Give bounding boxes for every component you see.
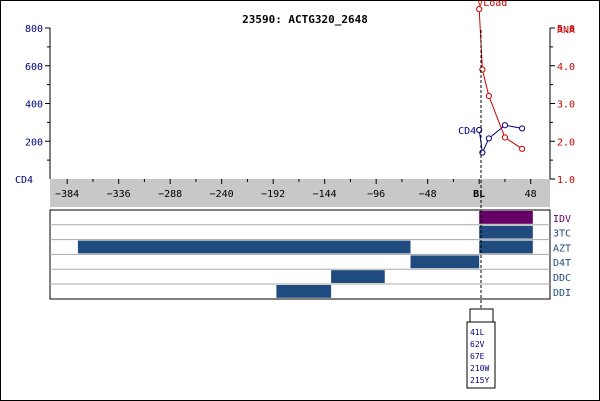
x-tick-label: −384 bbox=[55, 189, 79, 200]
series-label-cd4: CD4 bbox=[458, 126, 476, 137]
mutation-header-box bbox=[469, 308, 494, 323]
plot-area: 200 400 600 800 1.0 2.0 3.0 4.0 5.0 CD4 RNA CD4… bbox=[15, 0, 575, 186]
drug-bar-azt bbox=[77, 240, 411, 254]
mutation-item: 67E bbox=[470, 352, 485, 361]
series-point-cd4 bbox=[476, 126, 483, 134]
x-tick-label: −48 bbox=[419, 189, 437, 200]
right-tick-label: 1.0 bbox=[557, 175, 575, 186]
x-tick-label: −96 bbox=[367, 189, 385, 200]
drug-bar-d4t bbox=[410, 255, 480, 269]
drug-table: IDV 3TC AZT D4T DDC DDI bbox=[49, 209, 571, 300]
series-point-cd4 bbox=[519, 125, 526, 132]
drug-label-d4t: D4T bbox=[553, 258, 571, 269]
left-axis-label: CD4 bbox=[15, 175, 33, 186]
x-tick-label: 48 bbox=[525, 189, 537, 200]
series-point-cd4 bbox=[501, 122, 509, 129]
drug-bar-3tc bbox=[479, 225, 533, 239]
drug-label-idv: IDV bbox=[553, 214, 571, 225]
series-point-vload bbox=[519, 145, 526, 152]
drug-label-ddi: DDI bbox=[553, 288, 571, 299]
x-tick-label: −288 bbox=[158, 189, 182, 200]
left-y-ticks: 200 400 600 800 bbox=[25, 24, 50, 161]
drug-bar-ddc bbox=[331, 270, 385, 283]
drug-bar-ddi bbox=[276, 285, 332, 298]
x-axis-ticks: −384 −336 −288 −240 −192 −144 −96 −48 BL 48 bbox=[55, 179, 537, 200]
right-tick-label: 3.0 bbox=[557, 100, 575, 111]
series-point-vload bbox=[476, 6, 483, 13]
x-tick-label: −336 bbox=[107, 189, 131, 200]
right-tick-label: 4.0 bbox=[557, 62, 575, 73]
series-point-vload bbox=[485, 92, 492, 100]
x-tick-label: BL bbox=[473, 189, 485, 200]
series-layer: CD4 VLoad bbox=[458, 0, 526, 156]
drug-label-3tc: 3TC bbox=[553, 229, 571, 240]
mutation-item: 41L bbox=[470, 328, 485, 337]
right-axis-label: RNA bbox=[557, 25, 575, 36]
mutation-panel: 41L 62V 67E 210W 215Y bbox=[466, 308, 496, 389]
x-tick-label: −240 bbox=[210, 189, 234, 200]
drug-rows: IDV 3TC AZT D4T DDC DDI bbox=[50, 211, 571, 299]
right-y-ticks: 1.0 2.0 3.0 4.0 5.0 bbox=[550, 24, 575, 186]
left-tick-label: 200 bbox=[25, 137, 43, 148]
left-tick-label: 600 bbox=[25, 62, 43, 73]
mutation-item: 62V bbox=[470, 340, 485, 349]
x-tick-label: −192 bbox=[261, 189, 285, 200]
drug-bar-azt bbox=[479, 240, 533, 254]
drug-bar-idv bbox=[479, 211, 533, 224]
mutation-item: 210W bbox=[470, 364, 489, 373]
x-tick-label: −144 bbox=[313, 189, 337, 200]
right-tick-label: 2.0 bbox=[557, 137, 575, 148]
drug-label-ddc: DDC bbox=[553, 273, 571, 284]
mutation-list: 41L 62V 67E 210W 215Y bbox=[470, 328, 489, 385]
mutation-list-box bbox=[466, 321, 496, 389]
left-tick-label: 400 bbox=[25, 100, 43, 111]
x-axis-band bbox=[50, 179, 550, 207]
right-tick-label: 5.0 bbox=[557, 24, 575, 35]
chart-title: 23590: ACTG320_2648 bbox=[242, 13, 368, 26]
drug-label-azt: AZT bbox=[553, 243, 571, 254]
mutation-item: 215Y bbox=[470, 376, 489, 385]
left-tick-label: 800 bbox=[25, 24, 43, 35]
series-label-vload: VLoad bbox=[477, 0, 507, 9]
series-point-cd4 bbox=[485, 135, 492, 142]
series-point-vload bbox=[501, 134, 509, 141]
